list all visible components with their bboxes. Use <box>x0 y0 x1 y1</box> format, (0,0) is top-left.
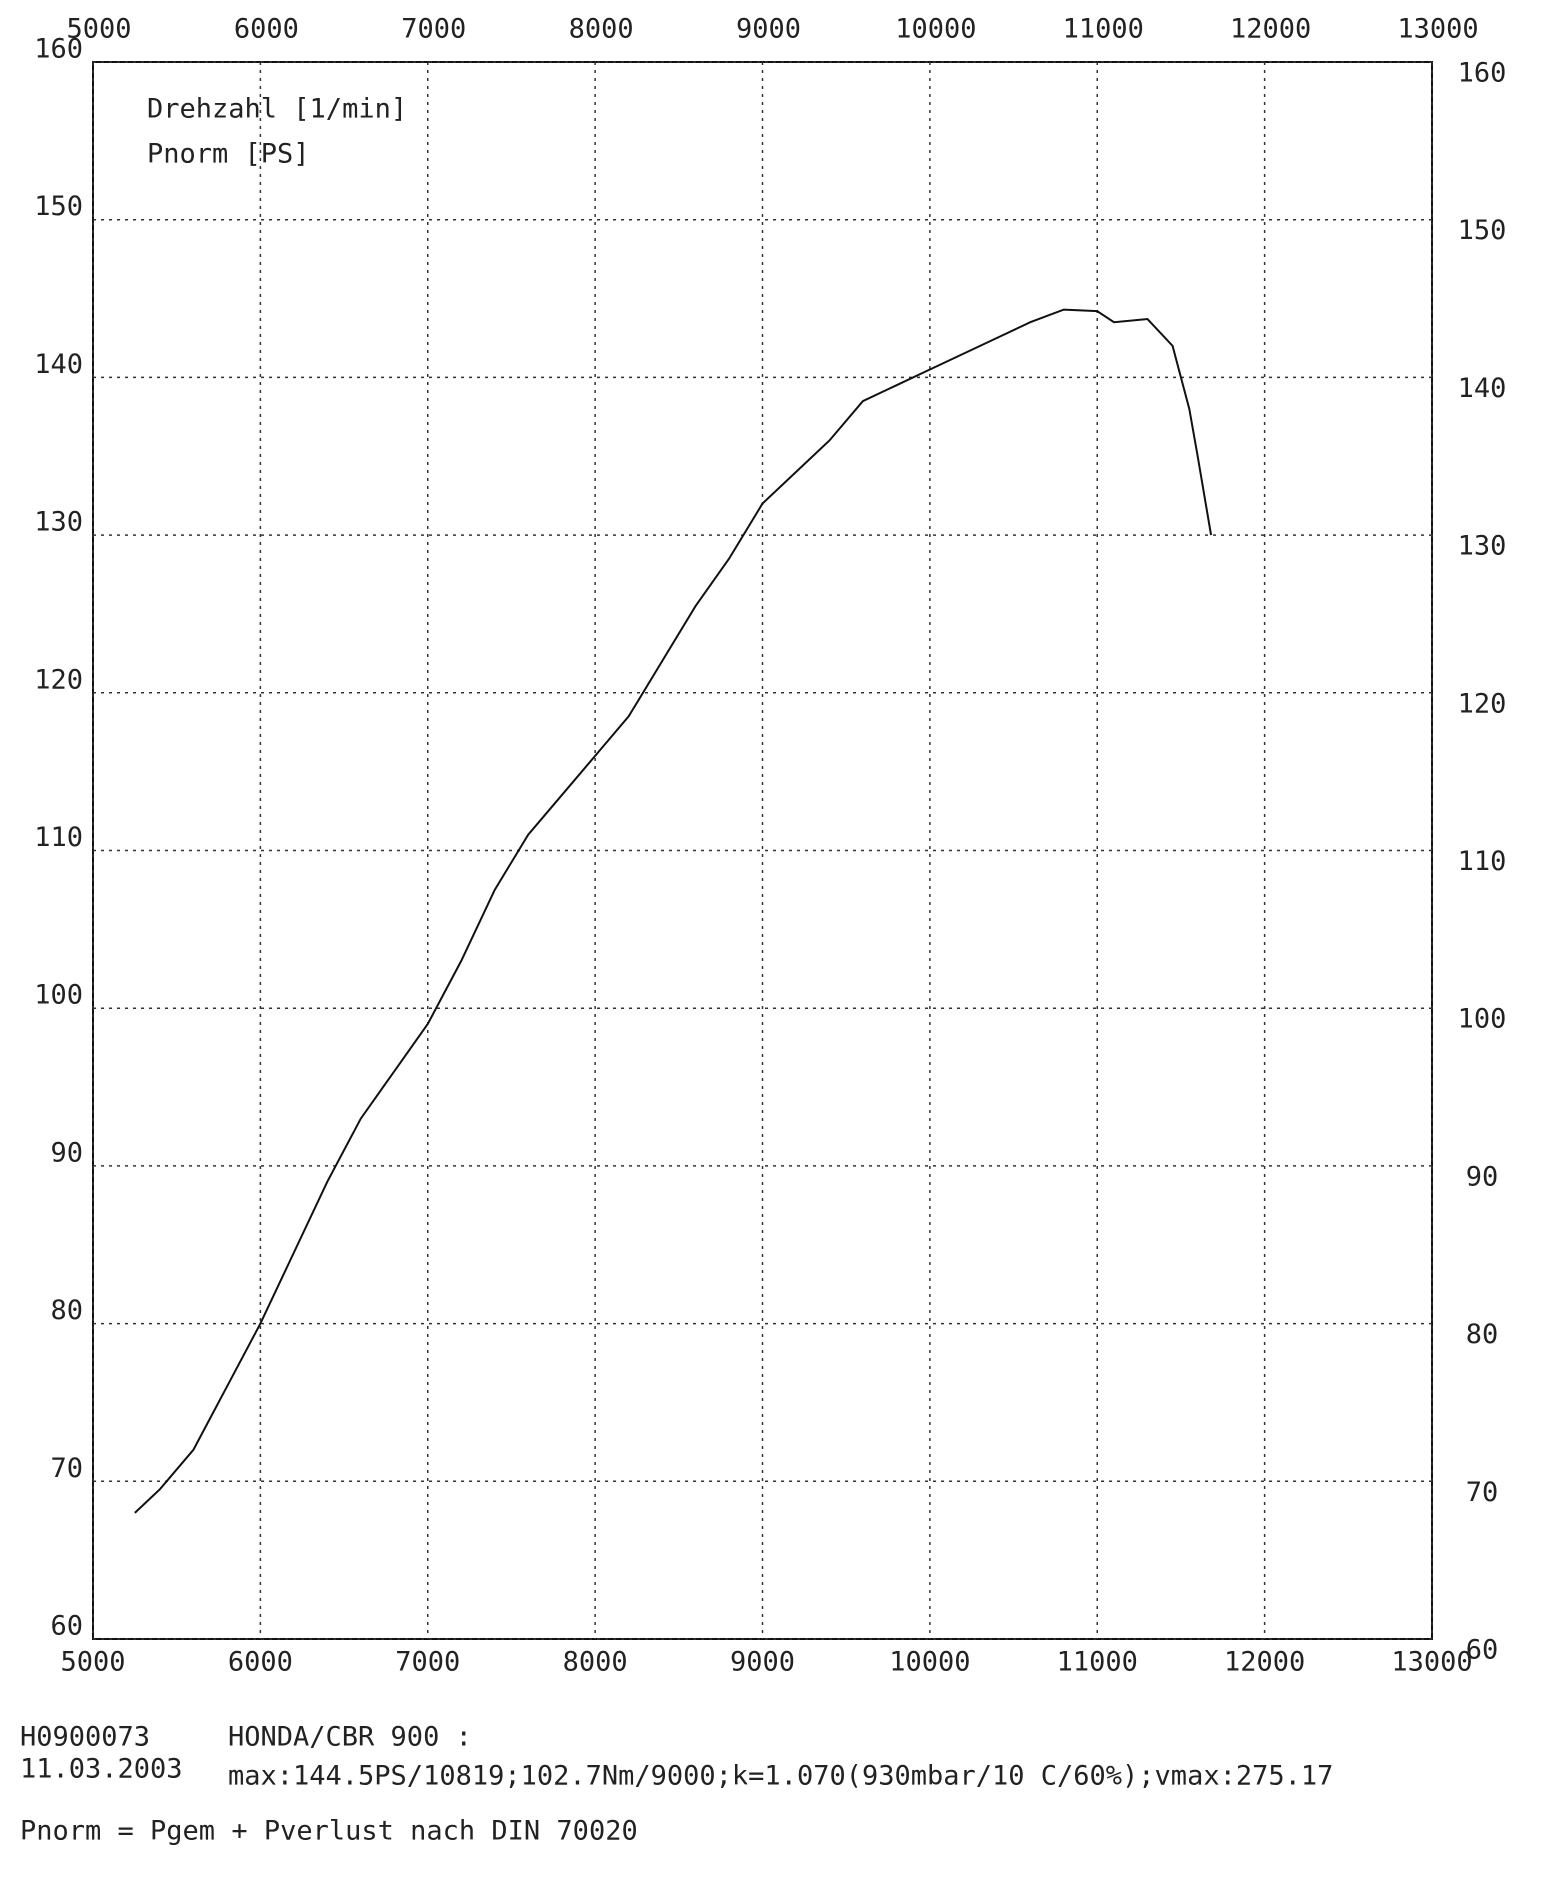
annotation: HONDA/CBR 900 : <box>228 1722 472 1753</box>
y-tick-label: 70 <box>50 1453 83 1484</box>
y-tick-label: 130 <box>34 507 83 538</box>
x2-tick-label: 6000 <box>234 14 299 45</box>
y-tick-label: 140 <box>34 349 83 380</box>
x2-tick-label: 12000 <box>1230 14 1311 45</box>
annotation: H0900073 <box>20 1722 150 1753</box>
y2-tick-label: 70 <box>1466 1477 1499 1508</box>
y2-tick-label: 120 <box>1458 688 1507 719</box>
y2-tick-label: 80 <box>1466 1319 1499 1350</box>
y-tick-label: 60 <box>50 1611 83 1642</box>
y2-tick-label: 100 <box>1458 1004 1507 1035</box>
y-tick-label: 110 <box>34 822 83 853</box>
y2-tick-label: 110 <box>1458 846 1507 877</box>
y-tick-label: 100 <box>34 980 83 1011</box>
x2-tick-label: 9000 <box>736 14 801 45</box>
y-tick-label: 160 <box>34 34 83 65</box>
y-axis-label: Pnorm [PS] <box>147 139 310 170</box>
annotation: 11.03.2003 <box>20 1754 183 1785</box>
x2-tick-label: 5000 <box>66 14 131 45</box>
x-tick-label: 5000 <box>60 1647 125 1678</box>
x-tick-label: 9000 <box>730 1647 795 1678</box>
y2-tick-label: 60 <box>1466 1635 1499 1666</box>
y-tick-label: 150 <box>34 191 83 222</box>
y-tick-label: 90 <box>50 1137 83 1168</box>
y2-tick-label: 140 <box>1458 373 1507 404</box>
y2-tick-label: 130 <box>1458 531 1507 562</box>
y2-tick-label: 90 <box>1466 1161 1499 1192</box>
x-tick-label: 6000 <box>228 1647 293 1678</box>
power-curve <box>134 308 1213 1514</box>
x-tick-label: 10000 <box>889 1647 970 1678</box>
x-tick-label: 13000 <box>1391 1647 1472 1678</box>
y2-tick-label: 160 <box>1458 58 1507 89</box>
y-tick-label: 120 <box>34 664 83 695</box>
x-tick-label: 11000 <box>1057 1647 1138 1678</box>
x-tick-label: 7000 <box>395 1647 460 1678</box>
x2-tick-label: 11000 <box>1063 14 1144 45</box>
x2-tick-label: 10000 <box>895 14 976 45</box>
y-tick-label: 80 <box>50 1295 83 1326</box>
annotation: max:144.5PS/10819;102.7Nm/9000;k=1.070(9… <box>228 1761 1333 1792</box>
annotation: Pnorm = Pgem + Pverlust nach DIN 70020 <box>20 1816 638 1847</box>
x-tick-label: 8000 <box>563 1647 628 1678</box>
x2-tick-label: 8000 <box>569 14 634 45</box>
y2-tick-label: 150 <box>1458 215 1507 246</box>
x-axis-label: Drehzahl [1/min] <box>147 94 407 125</box>
x2-tick-label: 7000 <box>401 14 466 45</box>
x-tick-label: 12000 <box>1224 1647 1305 1678</box>
x2-tick-label: 13000 <box>1397 14 1478 45</box>
